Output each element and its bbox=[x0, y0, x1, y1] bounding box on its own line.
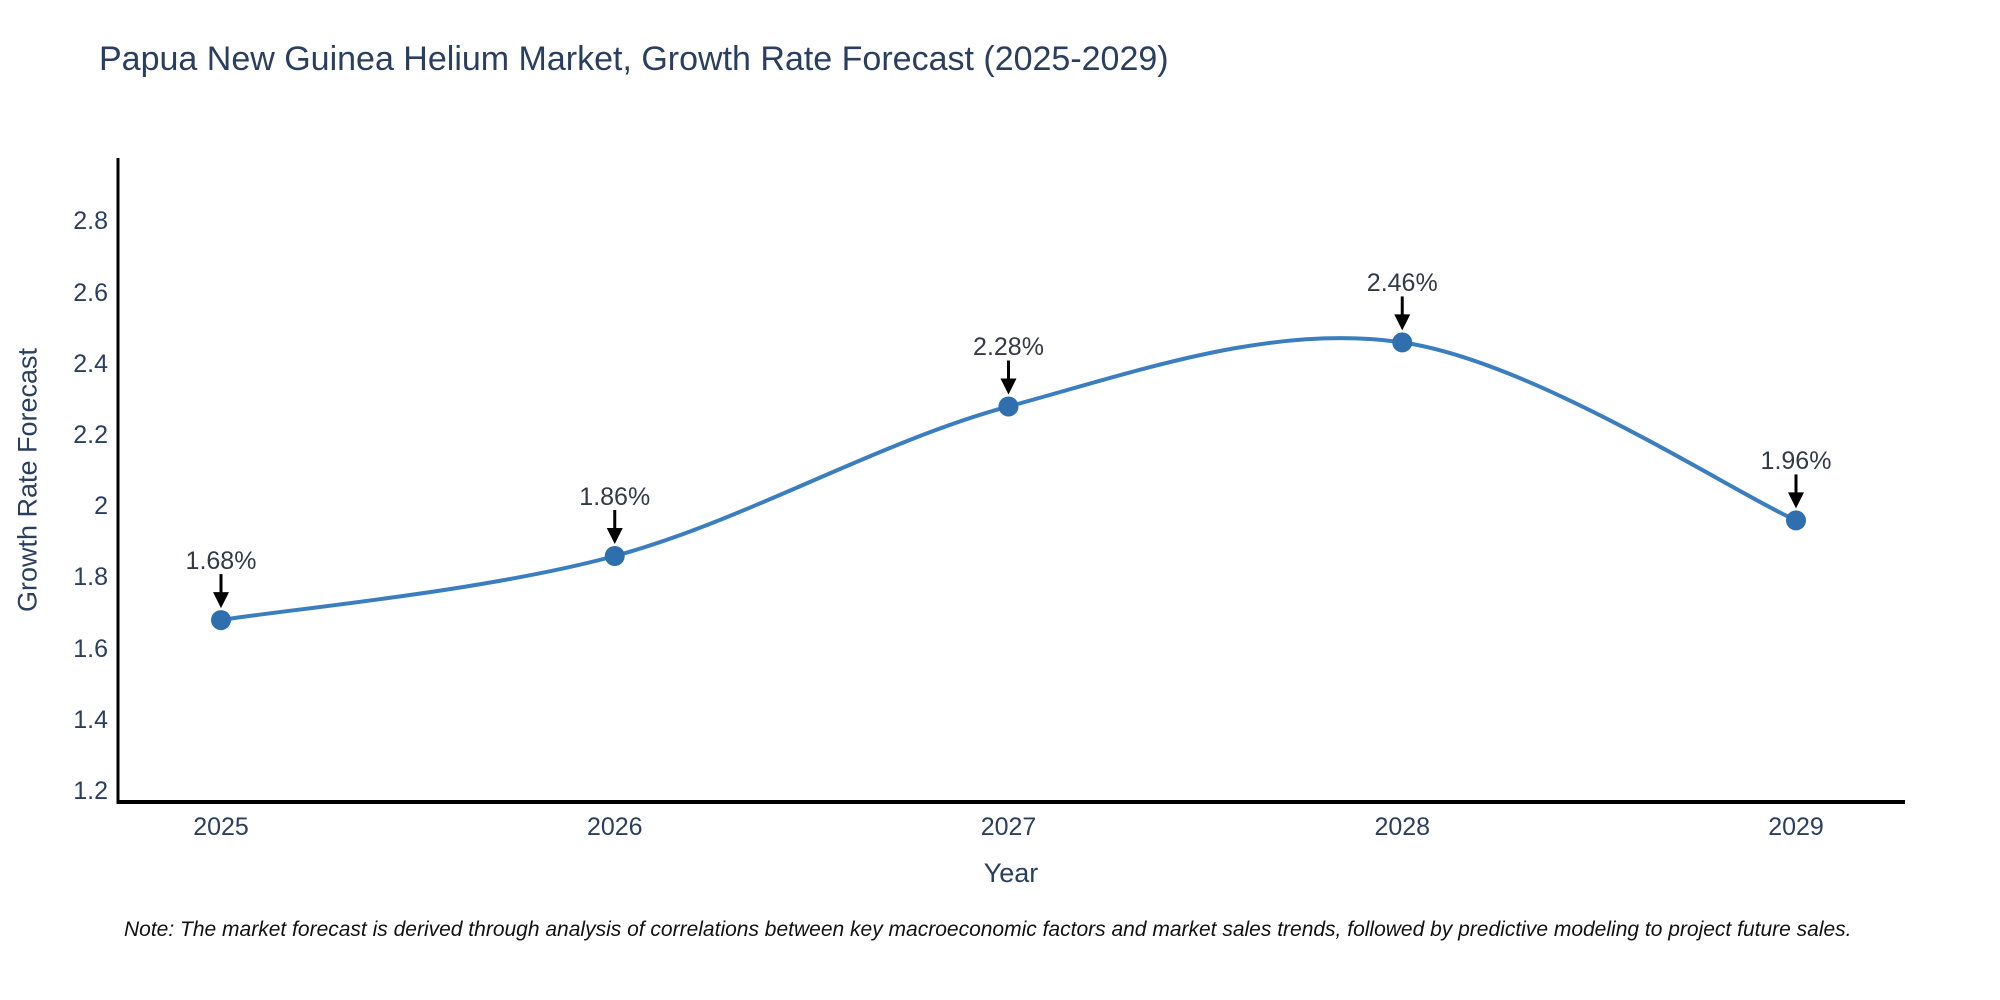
y-tick-label: 1.8 bbox=[73, 563, 108, 592]
data-point-marker[interactable] bbox=[604, 546, 625, 567]
x-tick-label: 2028 bbox=[1374, 813, 1431, 841]
y-tick-label: 2.8 bbox=[73, 207, 108, 236]
data-point-marker[interactable] bbox=[1786, 510, 1806, 531]
y-tick-label: 2 bbox=[94, 492, 108, 521]
y-tick-label: 1.2 bbox=[73, 776, 108, 805]
point-annotation-label: 1.68% bbox=[185, 547, 257, 576]
annotation-arrowhead bbox=[1000, 378, 1017, 395]
annotation-arrowhead bbox=[1788, 492, 1804, 509]
chart-title: Papua New Guinea Helium Market, Growth R… bbox=[99, 40, 1169, 78]
x-axis-spine bbox=[116, 800, 1905, 804]
data-point-marker[interactable] bbox=[1392, 332, 1413, 353]
y-tick-label: 2.2 bbox=[73, 420, 108, 449]
x-tick-label: 2027 bbox=[980, 813, 1037, 841]
point-annotation-label: 1.96% bbox=[1760, 447, 1832, 476]
x-axis-title: Year bbox=[983, 858, 1039, 888]
annotation-arrowhead bbox=[606, 528, 623, 545]
y-tick-label: 2.6 bbox=[73, 278, 108, 307]
footnote: Note: The market forecast is derived thr… bbox=[124, 918, 1852, 941]
y-tick-label: 1.4 bbox=[73, 705, 108, 734]
y-tick-label: 2.4 bbox=[73, 349, 108, 378]
point-annotation-label: 2.28% bbox=[973, 333, 1044, 362]
annotation-arrowhead bbox=[213, 592, 229, 609]
point-annotation-label: 2.46% bbox=[1366, 269, 1438, 298]
data-point-marker[interactable] bbox=[211, 610, 231, 631]
y-tick-label: 1.6 bbox=[73, 634, 108, 663]
data-point-marker[interactable] bbox=[998, 396, 1019, 417]
x-tick-label: 2029 bbox=[1768, 813, 1824, 841]
annotation-arrowhead bbox=[1394, 314, 1411, 331]
x-tick-label: 2026 bbox=[586, 813, 643, 841]
point-annotation-label: 1.86% bbox=[579, 483, 651, 511]
x-tick-label: 2025 bbox=[193, 813, 249, 841]
y-axis-spine bbox=[116, 158, 120, 804]
